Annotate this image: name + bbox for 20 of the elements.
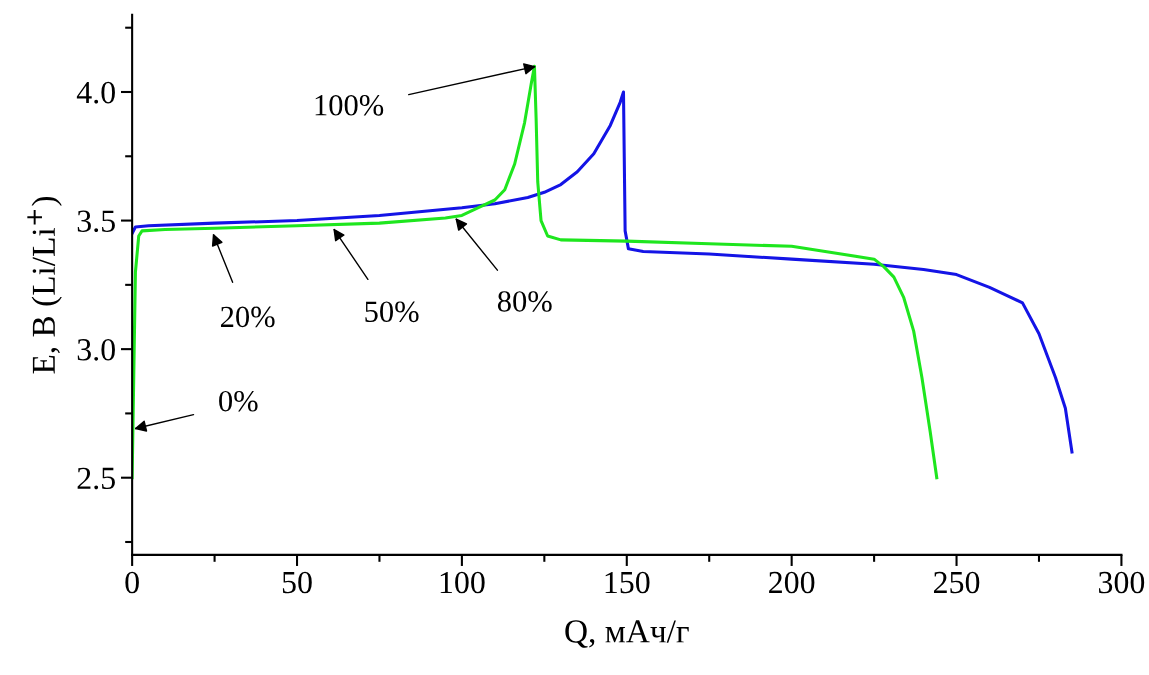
y-tick-label: 3.5: [77, 210, 115, 233]
x-tick-label: 50: [282, 571, 312, 594]
x-tick-label: 200: [769, 571, 815, 594]
x-tick-label: 300: [1098, 571, 1145, 594]
annotation: 80%: [497, 291, 552, 312]
y-tick-label: 4.0: [76, 81, 115, 104]
y-axis-title: E, B (Li/Li$^{+}$): [27, 196, 62, 374]
x-tick-label: 250: [933, 571, 980, 594]
text: 2.5: [77, 467, 115, 490]
annotation: 0%: [219, 390, 258, 412]
line-series: [132, 64, 939, 480]
annotation: 20%: [220, 306, 275, 328]
y-tick-label: 3.0: [77, 338, 115, 361]
x-tick-label: 0: [125, 571, 139, 594]
annotation: 50%: [365, 301, 419, 323]
line-series: [132, 90, 1074, 454]
x-tick-label: 100: [440, 571, 485, 594]
x-axis-title: Q, мАч/г: [565, 620, 689, 648]
x-tick-label: 150: [605, 571, 650, 594]
annotation: 100%: [315, 94, 384, 116]
